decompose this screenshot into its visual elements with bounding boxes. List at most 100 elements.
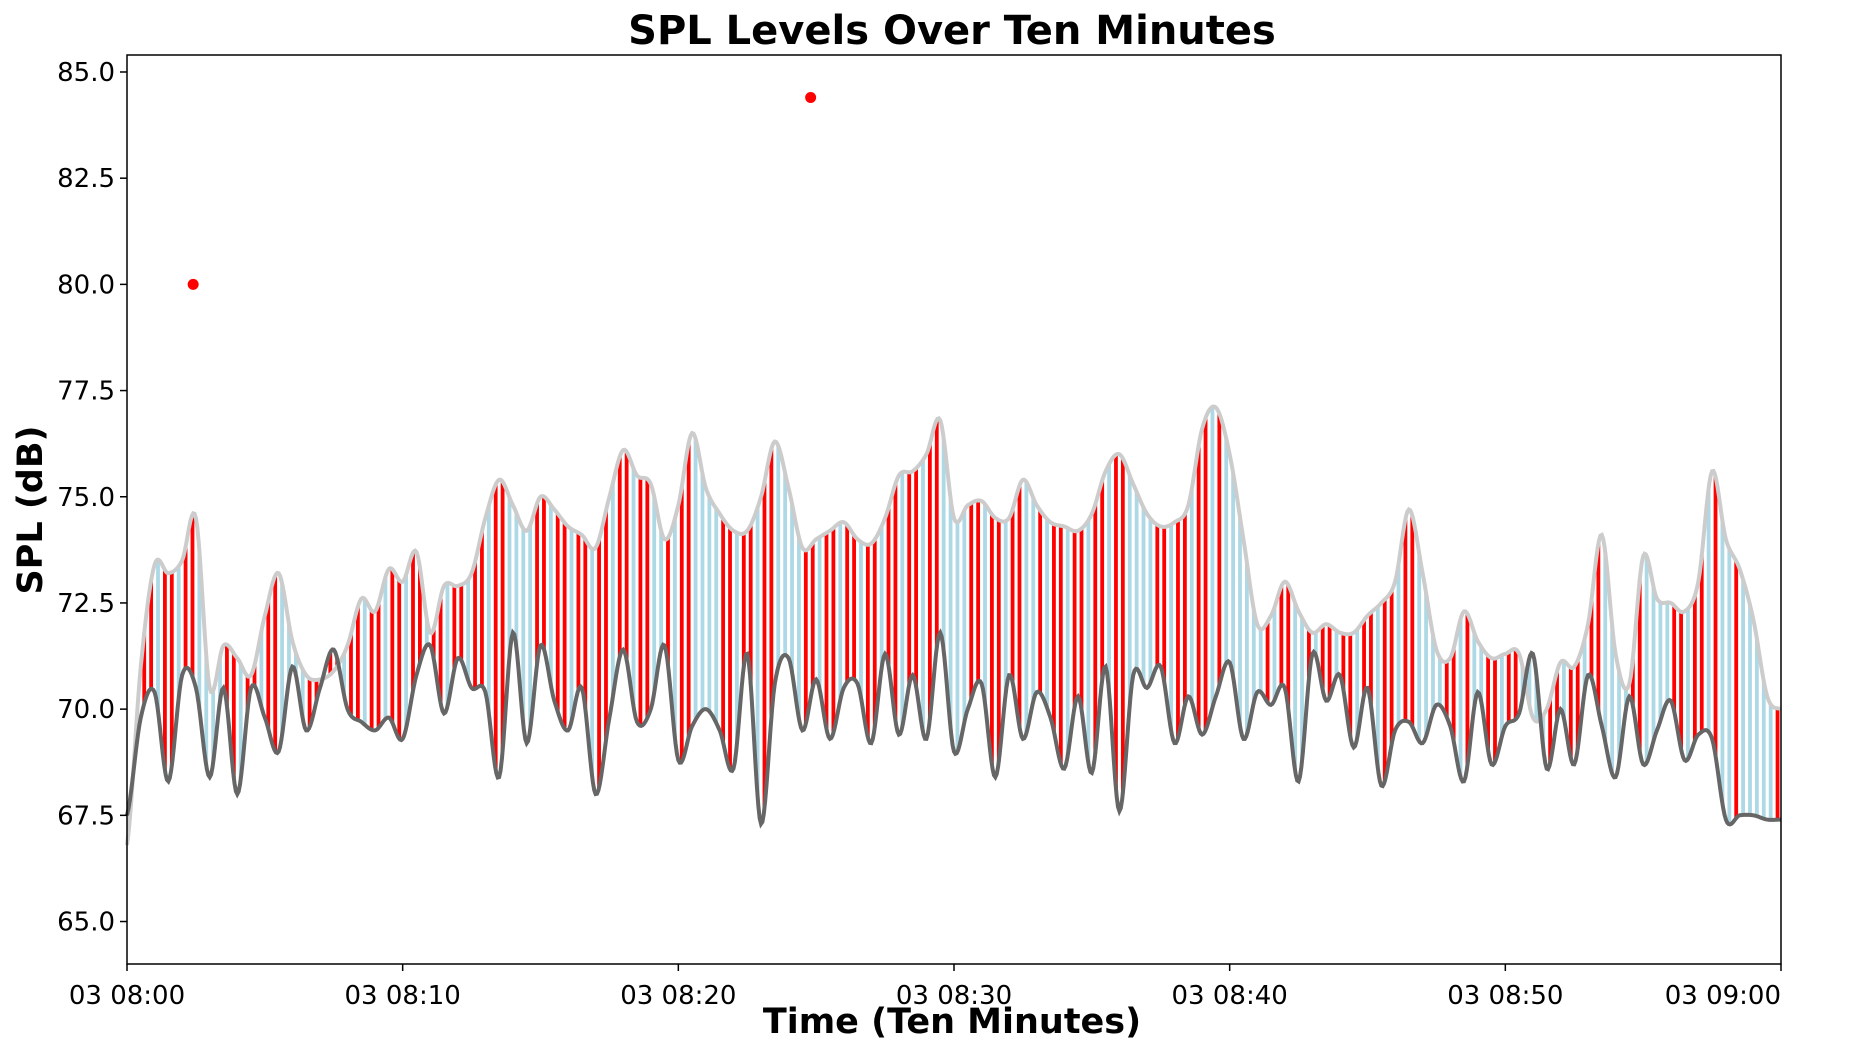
spl-bar <box>1617 671 1621 763</box>
spl-bar <box>872 539 877 728</box>
spl-bar <box>583 539 588 709</box>
spl-bar <box>218 657 222 701</box>
spl-bar <box>1610 625 1615 774</box>
spl-bar <box>197 550 202 710</box>
spl-bar <box>1286 584 1291 709</box>
spl-bar <box>266 601 271 729</box>
spl-bar <box>1141 507 1146 684</box>
spl-bar <box>1589 600 1594 679</box>
spl-bar <box>1369 612 1373 705</box>
spl-bar <box>659 530 663 651</box>
spl-bar <box>452 585 457 669</box>
spl-bar <box>1603 552 1608 742</box>
spl-bar <box>852 535 856 680</box>
spl-bar <box>149 580 154 689</box>
spl-bar <box>1754 638 1759 817</box>
spl-bar <box>1058 525 1063 764</box>
spl-bar <box>225 644 229 706</box>
spl-bar <box>466 579 471 681</box>
spl-bar <box>783 473 788 655</box>
spl-bar <box>748 525 753 684</box>
spl-bar <box>597 539 601 788</box>
spl-bar <box>1403 519 1408 721</box>
spl-bar <box>1045 519 1049 708</box>
spl-bar <box>514 513 519 648</box>
spl-bar <box>1176 520 1180 739</box>
spl-bar <box>893 483 898 721</box>
spl-bar <box>1093 504 1098 754</box>
spl-bar <box>576 532 581 690</box>
spl-bar <box>1293 603 1298 771</box>
spl-bar <box>362 599 367 725</box>
spl-bar <box>548 504 553 686</box>
spl-bar <box>1265 621 1270 703</box>
spl-bar <box>1127 475 1132 706</box>
spl-bar <box>480 531 484 687</box>
y-tick-label: 80.0 <box>57 270 115 300</box>
spl-bar <box>1134 491 1139 669</box>
spl-bar <box>459 584 464 661</box>
outlier-points <box>187 91 817 290</box>
x-tick-label: 03 08:20 <box>620 981 736 1011</box>
spl-bar <box>1245 562 1249 735</box>
y-tick-label: 70.0 <box>57 695 115 725</box>
spl-bar <box>1148 518 1153 683</box>
spl-bar <box>693 438 698 720</box>
spl-bar <box>934 419 939 648</box>
x-tick-label: 03 09:00 <box>1665 981 1781 1011</box>
spl-bar <box>990 514 994 765</box>
spl-bar <box>679 486 684 762</box>
spl-bar <box>1706 488 1711 732</box>
spl-bar <box>535 503 539 664</box>
spl-bar <box>907 472 912 685</box>
spl-bar <box>431 628 436 659</box>
y-tick-label: 67.5 <box>57 801 115 831</box>
spl-bar <box>163 570 167 771</box>
min-line <box>125 628 1782 829</box>
spl-bar <box>817 537 822 690</box>
spl-bar <box>521 528 526 725</box>
spl-bar <box>300 669 305 719</box>
y-tick-label: 75.0 <box>57 483 115 513</box>
spl-bar <box>865 544 870 738</box>
spl-bar <box>831 528 836 733</box>
spl-bar <box>1258 629 1263 692</box>
spl-bar <box>1210 406 1215 708</box>
spl-bars <box>128 406 1780 825</box>
spl-bar <box>996 520 1001 762</box>
spl-bar <box>245 676 250 710</box>
spl-bar <box>1431 635 1435 712</box>
spl-bar <box>259 631 264 707</box>
spl-bar <box>700 473 705 711</box>
spl-bar <box>342 653 346 696</box>
spl-bar <box>1272 607 1277 701</box>
spl-bar <box>1182 513 1187 705</box>
spl-bar <box>1382 599 1387 782</box>
spl-bar <box>983 504 987 704</box>
spl-bar <box>1644 555 1649 763</box>
spl-bar <box>1231 472 1236 677</box>
spl-bar <box>1162 526 1167 682</box>
spl-bar <box>1424 593 1428 737</box>
spl-bar <box>397 580 402 739</box>
spl-bar <box>1520 667 1525 698</box>
spl-bar <box>211 690 216 763</box>
spl-bar <box>1279 586 1284 686</box>
x-tick-label: 03 08:30 <box>896 981 1012 1011</box>
spl-bar <box>728 527 732 770</box>
spl-bar <box>1355 629 1360 739</box>
outlier-point <box>187 278 199 290</box>
spl-bar <box>1169 524 1173 731</box>
x-tick-label: 03 08:50 <box>1447 981 1563 1011</box>
spl-bar <box>624 451 629 660</box>
spl-bar <box>1196 445 1201 729</box>
spl-bar <box>714 508 719 723</box>
spl-bar <box>1686 608 1690 760</box>
spl-bar <box>1513 649 1518 720</box>
spl-bar <box>1637 579 1642 752</box>
spl-bar <box>1479 646 1484 702</box>
spl-bar <box>1024 481 1029 734</box>
spl-bar <box>176 566 181 698</box>
spl-bar <box>1493 658 1497 762</box>
spl-bar <box>369 610 374 730</box>
